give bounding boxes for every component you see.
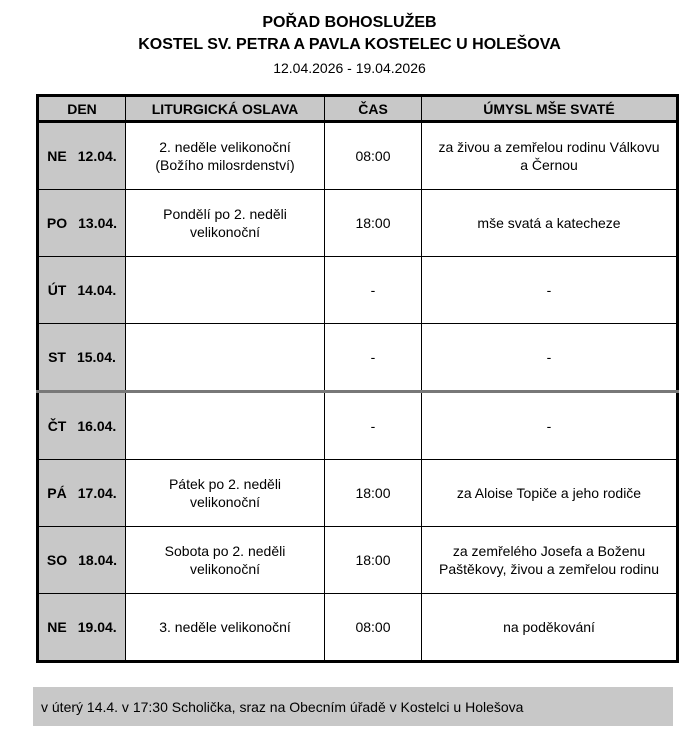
liturgy-line: Pondělí po 2. neděli	[163, 206, 287, 222]
table-row: ČT 16.04. - -	[37, 390, 678, 460]
table-row: ÚT 14.04. - -	[37, 256, 678, 324]
liturgy-line: 2. neděle velikonoční	[159, 139, 291, 155]
liturgy-cell: 2. neděle velikonoční (Božího milosrdens…	[125, 121, 325, 190]
table-row: SO 18.04. Sobota po 2. neděli velikonoční…	[37, 526, 678, 594]
time-cell: -	[324, 323, 422, 392]
intention-cell: mše svatá a katecheze	[421, 189, 678, 257]
liturgy-line: velikonoční	[189, 224, 261, 240]
intention-line: -	[546, 349, 552, 365]
liturgy-line: velikonoční	[189, 494, 261, 510]
intention-line: za živou a zemřelou rodinu Válkovu	[438, 139, 660, 155]
table-row: PÁ 17.04. Pátek po 2. neděli velikonoční …	[37, 459, 678, 527]
day-cell: ST 15.04.	[37, 323, 126, 392]
day-date: 18.04.	[78, 552, 118, 568]
table-row: NE 12.04. 2. neděle velikonoční (Božího m…	[37, 121, 678, 190]
intention-cell: -	[421, 256, 678, 324]
intention-line: za zemřelého Josefa a Boženu	[452, 543, 646, 559]
intention-line: za Aloise Topiče a jeho rodiče	[456, 485, 642, 501]
day-abbr: ČT	[47, 418, 67, 434]
table-row: NE 19.04. 3. neděle velikonoční 08:00 na …	[37, 593, 678, 662]
intention-line: Paštěkovy, živou a zemřelou rodinu	[439, 561, 659, 577]
time-cell: 18:00	[324, 189, 422, 257]
day-cell: PO 13.04.	[37, 189, 126, 257]
intention-line: na poděkování	[503, 619, 595, 635]
footer-note: v úterý 14.4. v 17:30 Scholička, sraz na…	[33, 687, 673, 726]
col-header-den: DEN	[37, 95, 126, 123]
intention-cell: za živou a zemřelou rodinu Válkovu a Čer…	[421, 121, 678, 190]
day-abbr: NE	[47, 619, 67, 635]
liturgy-cell	[125, 390, 325, 460]
intention-line: mše svatá a katecheze	[477, 215, 621, 231]
liturgy-line: velikonoční	[189, 561, 261, 577]
page-subtitle: KOSTEL SV. PETRA A PAVLA KOSTELEC U HOLE…	[138, 36, 561, 53]
footer-note-text: v úterý 14.4. v 17:30 Scholička, sraz na…	[41, 698, 524, 715]
day-abbr: NE	[47, 148, 67, 164]
time-cell: -	[324, 256, 422, 324]
day-abbr: ÚT	[47, 282, 67, 298]
day-date: 19.04.	[77, 619, 117, 635]
page-header: POŘAD BOHOSLUŽEB KOSTEL SV. PETRA A PAVL…	[0, 0, 699, 78]
table-header-row: DEN LITURGICKÁ OSLAVA ČAS ÚMYSL MŠE SVAT…	[37, 95, 678, 123]
schedule-table: DEN LITURGICKÁ OSLAVA ČAS ÚMYSL MŠE SVAT…	[36, 94, 679, 663]
day-cell: ČT 16.04.	[37, 390, 126, 460]
day-cell: NE 19.04.	[37, 593, 126, 662]
day-date: 16.04.	[77, 418, 117, 434]
time-cell: 08:00	[324, 121, 422, 190]
day-abbr: SO	[46, 552, 68, 568]
liturgy-line: 3. neděle velikonoční	[159, 619, 291, 635]
time-cell: -	[324, 390, 422, 460]
liturgy-line: Sobota po 2. neděli	[164, 543, 286, 559]
day-cell: NE 12.04.	[37, 121, 126, 190]
intention-cell: na poděkování	[421, 593, 678, 662]
intention-line: -	[546, 418, 552, 434]
liturgy-line: Pátek po 2. neděli	[168, 476, 282, 492]
time-cell: 08:00	[324, 593, 422, 662]
day-abbr: ST	[48, 349, 66, 365]
day-date: 15.04.	[76, 349, 116, 365]
col-header-intention: ÚMYSL MŠE SVATÉ	[421, 95, 678, 123]
date-range: 12.04.2026 - 19.04.2026	[273, 60, 426, 76]
day-date: 17.04.	[77, 485, 117, 501]
liturgy-cell	[125, 256, 325, 324]
time-cell: 18:00	[324, 459, 422, 527]
liturgy-cell: Sobota po 2. neděli velikonoční	[125, 526, 325, 594]
day-date: 12.04.	[77, 148, 117, 164]
intention-cell: za zemřelého Josefa a Boženu Paštěkovy, …	[421, 526, 678, 594]
table-row: ST 15.04. - -	[37, 323, 678, 392]
intention-line: a Černou	[520, 157, 578, 173]
liturgy-cell	[125, 323, 325, 392]
page-title: POŘAD BOHOSLUŽEB	[262, 14, 437, 31]
day-abbr: PÁ	[47, 485, 67, 501]
intention-cell: za Aloise Topiče a jeho rodiče	[421, 459, 678, 527]
day-cell: ÚT 14.04.	[37, 256, 126, 324]
liturgy-cell: Pátek po 2. neděli velikonoční	[125, 459, 325, 527]
liturgy-line: (Božího milosrdenství)	[155, 157, 295, 173]
day-date: 14.04.	[77, 282, 117, 298]
col-header-time: ČAS	[324, 95, 422, 123]
intention-line: -	[546, 282, 552, 298]
day-date: 13.04.	[78, 215, 118, 231]
col-header-liturgy: LITURGICKÁ OSLAVA	[125, 95, 325, 123]
intention-cell: -	[421, 390, 678, 460]
intention-cell: -	[421, 323, 678, 392]
table-row: PO 13.04. Pondělí po 2. neděli velikonočn…	[37, 189, 678, 257]
liturgy-cell: 3. neděle velikonoční	[125, 593, 325, 662]
time-cell: 18:00	[324, 526, 422, 594]
day-cell: SO 18.04.	[37, 526, 126, 594]
day-abbr: PO	[46, 215, 68, 231]
day-cell: PÁ 17.04.	[37, 459, 126, 527]
liturgy-cell: Pondělí po 2. neděli velikonoční	[125, 189, 325, 257]
